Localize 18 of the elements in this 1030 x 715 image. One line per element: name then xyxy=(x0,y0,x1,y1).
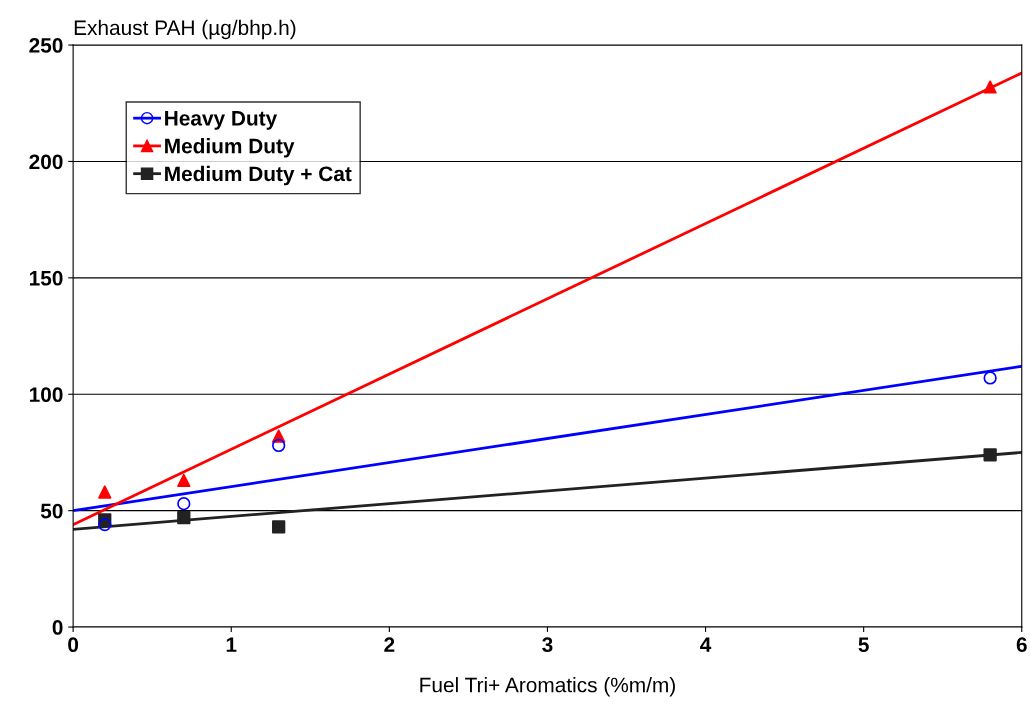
x-tick-label: 4 xyxy=(700,637,712,652)
x-tick-label: 6 xyxy=(1016,637,1027,653)
x-tick-label: 1 xyxy=(226,637,237,652)
y-axis-title: Exhaust PAH (µg/bhp.h) xyxy=(74,19,296,40)
y-tick-label: 250 xyxy=(29,38,63,53)
legend-label: Medium Duty xyxy=(165,138,295,158)
x-tick-label: 0 xyxy=(68,637,79,653)
legend-label: Medium Duty + Cat xyxy=(165,165,352,186)
y-tick-label: 100 xyxy=(29,387,63,402)
legend-label: Heavy Duty xyxy=(165,111,278,130)
y-tick-label: 0 xyxy=(52,620,63,635)
y-tick-label: 200 xyxy=(29,154,63,170)
x-axis-title: Fuel Tri+ Aromatics (%m/m) xyxy=(420,677,675,697)
y-tick-label: 150 xyxy=(29,270,63,286)
x-tick-label: 5 xyxy=(858,637,869,653)
x-tick-label: 3 xyxy=(542,637,553,653)
x-tick-label: 2 xyxy=(384,637,395,652)
y-tick-label: 50 xyxy=(40,503,63,519)
